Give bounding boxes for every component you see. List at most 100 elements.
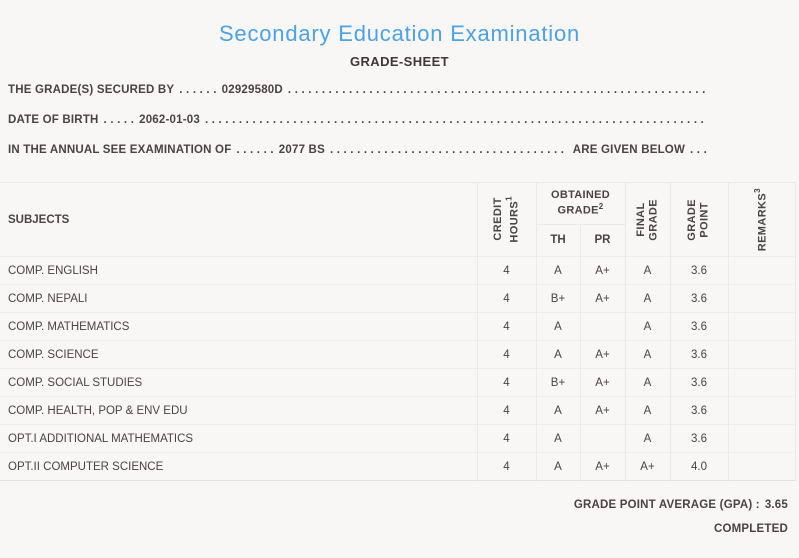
subject-cell: COMP. NEPALI bbox=[8, 292, 88, 305]
credit-hours-cell: 4 bbox=[476, 452, 536, 481]
secured-by-label: THE GRADE(S) SECURED BY bbox=[8, 84, 175, 96]
secured-by-line: THE GRADE(S) SECURED BY . . . . . . 0292… bbox=[8, 84, 707, 114]
pr-grade-cell: A+ bbox=[579, 284, 625, 313]
th-grade-cell: A bbox=[535, 424, 580, 453]
grade-table: SUBJECTS CREDIT HOURS1 OBTAINED GRADE2 F… bbox=[0, 182, 796, 481]
lead-dots: . . . . . bbox=[103, 114, 135, 126]
credit-hours-cell: 4 bbox=[476, 312, 536, 341]
subject-cell: OPT.II COMPUTER SCIENCE bbox=[8, 460, 164, 473]
th-grade-cell: A bbox=[535, 256, 580, 285]
subject-cell: COMP. SOCIAL STUDIES bbox=[8, 376, 143, 389]
th-grade-cell: A bbox=[535, 396, 580, 425]
footnote-marker-2: 2 bbox=[598, 202, 604, 212]
final-grade-cell: A+ bbox=[624, 452, 670, 481]
remarks-cell bbox=[727, 368, 796, 397]
subject-cell: COMP. ENGLISH bbox=[8, 264, 98, 277]
subject-cell: OPT.I ADDITIONAL MATHEMATICS bbox=[8, 432, 194, 445]
table-row: COMP. NEPALI 4 B+ A+ A 3.6 bbox=[0, 284, 796, 313]
remarks-cell bbox=[727, 424, 796, 453]
grade-point-cell: 3.6 bbox=[669, 368, 728, 397]
are-given-below-label: ARE GIVEN BELOW bbox=[572, 144, 686, 156]
credit-hours-cell: 4 bbox=[476, 424, 536, 453]
grade-point-cell: 3.6 bbox=[669, 256, 728, 285]
grade-point-cell: 4.0 bbox=[669, 452, 728, 481]
remarks-cell bbox=[727, 256, 796, 285]
gpa-label: GRADE POINT AVERAGE (GPA) : bbox=[573, 499, 760, 511]
examination-year-value: 2077 BS bbox=[278, 144, 325, 156]
symbol-number-value: 02929580D bbox=[221, 84, 283, 96]
grade-point-cell: 3.6 bbox=[669, 340, 728, 369]
fill-dots: . . . . . . . . . . . . . . . . . . . . … bbox=[204, 114, 707, 126]
page-subtitle: GRADE-SHEET bbox=[349, 54, 450, 69]
final-grade-cell: A bbox=[624, 424, 670, 453]
page-title: Secondary Education Examination bbox=[218, 21, 581, 46]
subject-cell: COMP. HEALTH, POP & ENV EDU bbox=[8, 404, 188, 417]
credit-hours-cell: 4 bbox=[476, 256, 536, 285]
remarks-cell bbox=[727, 340, 796, 369]
grade-point-cell: 3.6 bbox=[669, 284, 728, 313]
pr-grade-cell: A+ bbox=[579, 256, 625, 285]
credit-hours-cell: 4 bbox=[476, 368, 536, 397]
th-grade-cell: B+ bbox=[535, 368, 580, 397]
subject-cell: COMP. MATHEMATICS bbox=[8, 320, 130, 333]
remarks-cell bbox=[727, 396, 796, 425]
table-row: OPT.I ADDITIONAL MATHEMATICS 4 A A 3.6 bbox=[0, 424, 796, 453]
final-grade-cell: A bbox=[624, 396, 670, 425]
table-row: COMP. SCIENCE 4 A A+ A 3.6 bbox=[0, 340, 796, 369]
column-header-th: TH bbox=[535, 224, 580, 257]
th-grade-cell: A bbox=[535, 452, 580, 481]
final-grade-cell: A bbox=[624, 368, 670, 397]
footnote-marker-1: 1 bbox=[504, 196, 514, 202]
credit-hours-cell: 4 bbox=[476, 340, 536, 369]
column-header-pr: PR bbox=[579, 224, 625, 257]
lead-dots: . . . . . . bbox=[179, 84, 217, 96]
column-header-obtained-grade: OBTAINED GRADE2 bbox=[535, 182, 625, 225]
end-dots: . . . bbox=[690, 144, 707, 156]
column-header-remarks: REMARKS3 bbox=[727, 182, 796, 257]
footnote-marker-3: 3 bbox=[753, 187, 763, 193]
pr-grade-cell: A+ bbox=[579, 396, 625, 425]
subject-cell: COMP. SCIENCE bbox=[8, 348, 99, 361]
remarks-cell bbox=[727, 452, 796, 481]
credit-hours-cell: 4 bbox=[476, 396, 536, 425]
pr-grade-cell: A+ bbox=[579, 340, 625, 369]
pr-grade-cell: A+ bbox=[579, 368, 625, 397]
grade-point-cell: 3.6 bbox=[669, 424, 728, 453]
table-row: COMP. HEALTH, POP & ENV EDU 4 A A+ A 3.6 bbox=[0, 396, 796, 425]
candidate-info: THE GRADE(S) SECURED BY . . . . . . 0292… bbox=[0, 84, 799, 174]
final-grade-cell: A bbox=[624, 312, 670, 341]
table-row: OPT.II COMPUTER SCIENCE 4 A A+ A+ 4.0 bbox=[0, 452, 796, 481]
result-summary: GRADE POINT AVERAGE (GPA) : 3.65 COMPLET… bbox=[0, 499, 799, 535]
column-header-credit-hours: CREDIT HOURS1 bbox=[476, 182, 536, 257]
credit-hours-cell: 4 bbox=[476, 284, 536, 313]
date-of-birth-label: DATE OF BIRTH bbox=[8, 114, 99, 126]
fill-dots: . . . . . . . . . . . . . . . . . . . . … bbox=[329, 144, 568, 156]
table-row: COMP. MATHEMATICS 4 A A 3.6 bbox=[0, 312, 796, 341]
remarks-cell bbox=[727, 284, 796, 313]
pr-grade-cell bbox=[579, 312, 625, 341]
pr-grade-cell bbox=[579, 424, 625, 453]
column-header-subjects: SUBJECTS bbox=[8, 213, 70, 226]
column-header-grade-point: GRADE POINT bbox=[669, 182, 728, 257]
examination-label: IN THE ANNUAL SEE EXAMINATION OF bbox=[8, 144, 232, 156]
date-of-birth-value: 2062-01-03 bbox=[139, 114, 200, 126]
table-row: COMP. ENGLISH 4 A A+ A 3.6 bbox=[0, 256, 796, 285]
date-of-birth-line: DATE OF BIRTH . . . . . 2062-01-03 . . .… bbox=[8, 114, 707, 144]
th-grade-cell: A bbox=[535, 340, 580, 369]
final-grade-cell: A bbox=[624, 340, 670, 369]
lead-dots: . . . . . . bbox=[236, 144, 274, 156]
column-header-final-grade: FINAL GRADE bbox=[624, 182, 670, 257]
examination-year-line: IN THE ANNUAL SEE EXAMINATION OF . . . .… bbox=[8, 144, 707, 174]
final-grade-cell: A bbox=[624, 284, 670, 313]
status-completed: COMPLETED bbox=[714, 523, 788, 535]
th-grade-cell: A bbox=[535, 312, 580, 341]
table-row: COMP. SOCIAL STUDIES 4 B+ A+ A 3.6 bbox=[0, 368, 796, 397]
grade-point-cell: 3.6 bbox=[669, 312, 728, 341]
final-grade-cell: A bbox=[624, 256, 670, 285]
fill-dots: . . . . . . . . . . . . . . . . . . . . … bbox=[287, 84, 707, 96]
gpa-line: GRADE POINT AVERAGE (GPA) : 3.65 bbox=[0, 499, 788, 511]
gpa-value: 3.65 bbox=[764, 499, 788, 511]
grade-point-cell: 3.6 bbox=[669, 396, 728, 425]
th-grade-cell: B+ bbox=[535, 284, 580, 313]
